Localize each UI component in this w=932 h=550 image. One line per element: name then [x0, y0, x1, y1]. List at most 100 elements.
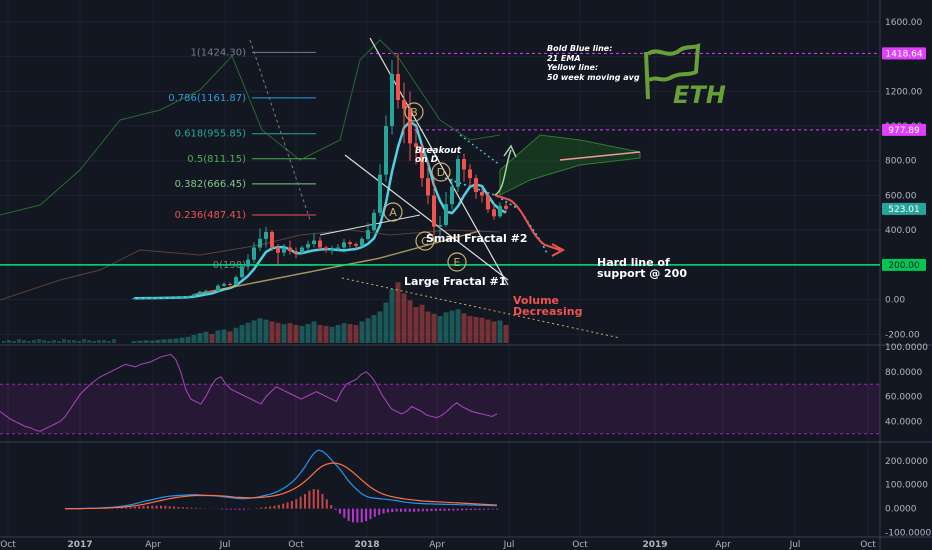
fib-diagonal	[249, 39, 311, 221]
macd-histogram-bar	[360, 508, 363, 523]
macd-histogram-bar	[194, 507, 197, 509]
macd-histogram-bar	[120, 507, 123, 509]
volume-bar	[413, 307, 419, 343]
volume-bar	[329, 326, 335, 343]
price-tick-label: 400.00	[885, 226, 917, 236]
volume-bar	[173, 338, 179, 343]
volume-bar	[461, 313, 467, 343]
macd-histogram-bar	[465, 508, 468, 511]
macd-histogram-bar	[382, 508, 385, 514]
price-tick-label: 0.00	[885, 296, 905, 306]
macd-histogram-bar	[404, 508, 407, 512]
macd-histogram-bar	[487, 508, 490, 510]
volume-bar	[503, 325, 509, 343]
fib-level-label: 1(1424.30)	[190, 47, 246, 58]
candle-body	[324, 247, 328, 250]
volume-bar	[455, 309, 461, 343]
volume-bar	[347, 324, 353, 343]
volume-bar	[407, 300, 413, 343]
volume-label: Volume	[513, 294, 559, 307]
candle-body	[348, 242, 352, 245]
macd-histogram-bar	[478, 508, 481, 510]
eth-logo-text: ETH	[673, 81, 726, 109]
wave-marker	[431, 162, 451, 182]
volume-bars	[2, 282, 509, 343]
volume-bar	[497, 320, 503, 343]
macd-histogram-bar	[146, 505, 149, 509]
volume-label-2: Decreasing	[513, 305, 582, 318]
volume-bar	[143, 340, 149, 343]
volume-bar	[389, 289, 395, 343]
macd-histogram-bar	[347, 508, 350, 521]
candle-body	[456, 159, 460, 187]
macd-histogram-bar	[181, 507, 184, 509]
candle-body	[360, 238, 364, 246]
time-tick-label: Jul	[503, 540, 515, 550]
macd-histogram-bar	[430, 508, 433, 512]
candle-body	[378, 174, 382, 213]
wave-marker-label: C	[421, 235, 429, 248]
macd-histogram-bar	[448, 508, 450, 511]
candle-body	[240, 266, 244, 278]
candle-body	[498, 205, 502, 217]
candle-body	[444, 204, 448, 225]
candle-body	[150, 297, 154, 299]
macd-histogram-bar	[417, 508, 420, 512]
volume-bar	[293, 325, 299, 343]
fractal-trendline	[344, 154, 509, 281]
macd-histogram-bar	[426, 508, 429, 512]
rsi-pane	[0, 353, 880, 435]
candle-body	[138, 298, 142, 300]
volume-bar	[37, 339, 41, 343]
wave-marker-label: D	[437, 166, 445, 179]
volume-bar	[275, 322, 281, 343]
macd-histogram-bar	[443, 508, 446, 511]
volume-bar	[383, 302, 389, 343]
candle-body	[408, 108, 412, 144]
macd-histogram-bar	[129, 507, 132, 509]
volume-bar	[87, 340, 91, 343]
volume-bar	[299, 325, 305, 343]
volume-bar	[2, 341, 6, 343]
price-badge	[882, 123, 926, 136]
macd-histogram-bar	[338, 508, 341, 514]
candle-body	[222, 283, 226, 286]
macd-tick-label: 0.0000	[885, 505, 917, 515]
volume-bar	[359, 321, 365, 343]
macd-histogram-bar	[138, 506, 141, 509]
candle-body	[384, 126, 388, 175]
rsi-tick-label: 40.0000	[885, 417, 922, 427]
macd-histogram-bar	[177, 506, 180, 509]
bullish-projection-arrow	[494, 149, 512, 196]
fibonacci-levels: 1(1424.30) 0.786(1161.87) 0.618(955.85) 0.5…	[168, 47, 316, 271]
legend-note-line: Bold Blue line:	[547, 44, 612, 53]
candle-body	[282, 247, 286, 253]
volume-bar	[52, 340, 56, 343]
macd-tick-label: 100.0000	[885, 481, 928, 491]
macd-histogram-bar	[282, 503, 285, 509]
candles	[132, 53, 508, 300]
macd-histogram-bar	[386, 508, 389, 513]
fib-level-label: 0.5(811.15)	[187, 154, 246, 165]
volume-bar	[365, 318, 371, 343]
cloud-area	[499, 134, 641, 196]
candle-body	[174, 297, 178, 299]
volume-bar	[209, 334, 215, 343]
macd-histogram-bar	[308, 490, 311, 509]
candle-body	[162, 297, 166, 299]
wave-marker-label: E	[454, 256, 461, 269]
volume-bar	[17, 339, 21, 343]
projection-dotted-line	[459, 134, 501, 166]
macd-histogram-bar	[299, 496, 302, 509]
candle-body	[390, 73, 394, 127]
volume-bar	[263, 319, 269, 343]
macd-tick-label: 200.0000	[885, 457, 928, 467]
macd-histogram-bar	[482, 508, 485, 510]
wave-marker	[415, 231, 435, 251]
macd-histogram-bar	[260, 507, 263, 509]
fractal-trendline	[319, 214, 421, 236]
price-tick-label: -200.00	[885, 330, 920, 340]
candle-body	[450, 186, 454, 205]
